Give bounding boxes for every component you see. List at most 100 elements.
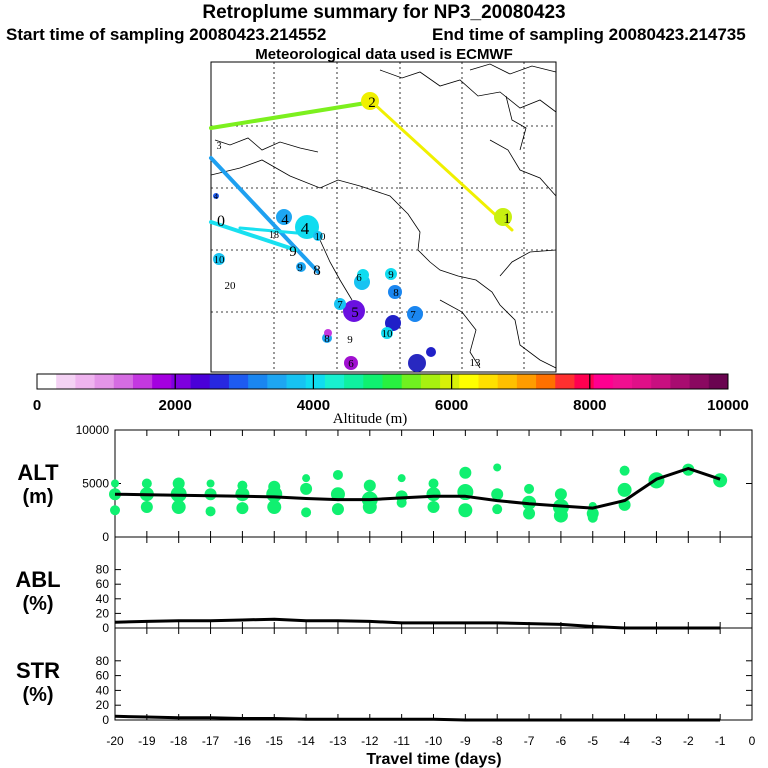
colorbar-swatch-31: [632, 374, 652, 389]
plume-marker-3: [276, 209, 292, 225]
plume-marker-11: [388, 285, 402, 299]
x-tick-label-7: -13: [329, 734, 347, 748]
plume-label-16: 20: [225, 280, 237, 292]
trajectory-lines: [209, 100, 514, 274]
plume-label-0: 2: [368, 95, 376, 111]
plume-label-21: 9: [297, 262, 303, 274]
plume-marker-21: [381, 327, 393, 339]
colorbar-tick-4: 8000: [573, 397, 606, 414]
colorbar-swatch-13: [286, 374, 307, 389]
x-tick-label-8: -12: [361, 734, 379, 748]
plume-marker-4: [343, 300, 365, 322]
plume-label-17: 10: [382, 328, 394, 340]
plume-label-3: 4: [281, 212, 289, 228]
colorbar-swatch-0: [37, 374, 57, 389]
plume-label-2: 4: [301, 219, 310, 238]
colorbar-label: Altitude (m): [333, 411, 408, 427]
plume-label-10: 9: [388, 269, 394, 281]
alt-scatter-2-2: [171, 500, 186, 515]
alt-scatter-12-2: [492, 504, 503, 515]
plume-marker-6: [407, 306, 423, 322]
x-tick-label-13: -7: [524, 734, 535, 748]
plume-label-6: 8: [313, 263, 321, 279]
plume-label-23: 3: [217, 141, 222, 152]
x-tick-label-12: -8: [492, 734, 503, 748]
plume-marker-16: [324, 329, 332, 337]
plume-marker-17: [296, 262, 306, 272]
str-ytick-label-3: 60: [96, 669, 110, 683]
alt-ylabel: (m): [22, 486, 53, 508]
plume-marker-14: [344, 356, 358, 370]
plume-marker-2: [295, 215, 319, 239]
colorbar-swatch-1: [56, 374, 76, 389]
str-ylabel: (%): [22, 684, 53, 706]
colorbar-swatch-33: [670, 374, 691, 389]
alt-scatter-2-0: [172, 477, 185, 490]
colorbar-tick-2: 4000: [297, 397, 330, 414]
alt-scatter-11-0: [459, 466, 472, 479]
str-frame: [114, 627, 753, 721]
x-tick-label-15: -5: [587, 734, 598, 748]
x-tick-label-19: -1: [715, 734, 726, 748]
alt-scatter-14-2: [553, 508, 568, 523]
colorbar-swatch-35: [708, 374, 729, 389]
colorbar-swatch-10: [228, 374, 249, 389]
alt-scatter-3-2: [205, 506, 216, 517]
x-tick-label-10: -10: [425, 734, 443, 748]
alt-scatter-13-2: [523, 507, 536, 520]
alt-scatter-10-0: [428, 478, 439, 489]
colorbar: 0 2000 4000 6000 8000 10000 Altitude (m): [33, 373, 749, 427]
alt-scatter-7-1: [330, 487, 345, 502]
x-tick-label-11: -9: [460, 734, 471, 748]
plume-label-20: 6: [348, 358, 354, 370]
start-time-label: Start time of sampling 20080423.214552: [6, 25, 327, 44]
colorbar-tick-5: 10000: [707, 397, 749, 414]
colorbar-swatch-2: [75, 374, 95, 389]
plume-label-11: 6: [356, 272, 362, 284]
str-ytick-label-1: 20: [96, 698, 110, 712]
plume-label-15: 10: [214, 254, 226, 266]
plume-marker-0: [361, 92, 379, 110]
alt-scatter-10-1: [426, 487, 441, 502]
abl-ytick-label-4: 80: [96, 563, 110, 577]
plume-label-12: 8: [393, 287, 399, 299]
alt-scatter-9-2: [396, 497, 407, 508]
x-tick-label-3: -17: [202, 734, 220, 748]
x-tick-label-16: -4: [619, 734, 630, 748]
colorbar-swatch-34: [689, 374, 710, 389]
plume-label-8: 10: [315, 231, 327, 243]
plume-label-7: 0: [217, 213, 225, 230]
alt-scatter-1-0: [141, 478, 152, 489]
alt-scatter-6-2: [301, 507, 312, 518]
abl-frame: [114, 536, 753, 629]
plume-marker-20: [213, 193, 219, 199]
colorbar-swatch-6: [152, 374, 172, 389]
x-tick-label-17: -3: [651, 734, 662, 748]
x-tick-label-20: 0: [749, 734, 756, 748]
colorbar-swatch-5: [132, 374, 153, 389]
plume-label-19: 8: [324, 333, 330, 345]
plume-label-14: 7: [410, 309, 416, 321]
colorbar-swatch-3: [94, 374, 115, 389]
colorbar-swatch-22: [459, 374, 479, 389]
alt-scatter-11-2: [458, 503, 473, 518]
colorbar-swatch-14: [305, 374, 326, 389]
plume-label-24: 4: [214, 192, 218, 201]
alt-scatter-12-0: [493, 463, 502, 472]
alt-scatter-8-0: [363, 479, 376, 492]
colorbar-swatch-12: [267, 374, 287, 389]
alt-ytick-label-0: 0: [102, 530, 109, 544]
plume-label-9: 18: [269, 230, 279, 241]
colorbar-swatch-32: [651, 374, 671, 389]
colorbar-frame: [36, 373, 729, 390]
colorbar-swatch-17: [363, 374, 383, 389]
alt-scatter-15-2: [587, 512, 598, 523]
colorbar-swatch-7: [171, 374, 191, 389]
abl-ytick-label-2: 40: [96, 592, 110, 606]
alt-scatter-9-0: [397, 474, 406, 483]
colorbar-swatch-15: [324, 374, 345, 389]
colorbar-swatch-28: [574, 374, 595, 389]
x-tick-label-1: -19: [138, 734, 156, 748]
alt-scatter-4-2: [236, 502, 249, 515]
